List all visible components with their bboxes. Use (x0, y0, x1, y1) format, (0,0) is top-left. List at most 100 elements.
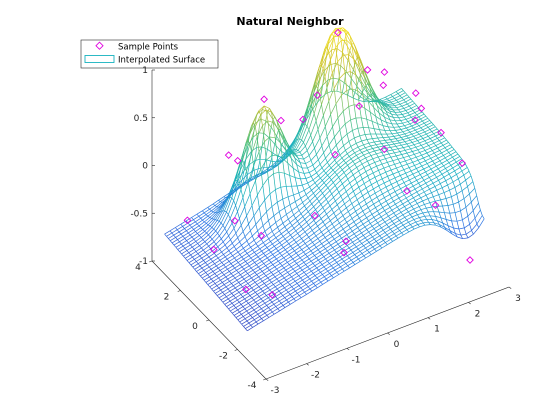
mesh-line (406, 152, 410, 157)
mesh-line (405, 160, 408, 165)
mesh-line (301, 125, 308, 141)
mesh-line (369, 180, 372, 185)
mesh-line (250, 311, 257, 316)
mesh-line (334, 238, 337, 242)
mesh-line (284, 157, 288, 160)
mesh-line (314, 244, 317, 248)
mesh-line (282, 236, 286, 240)
mesh-line (358, 187, 362, 192)
mesh-line (419, 150, 426, 153)
mesh-line (268, 160, 272, 168)
mesh-line (281, 144, 288, 152)
mesh-line (421, 152, 428, 156)
mesh-line (199, 265, 203, 269)
mesh-line (319, 126, 326, 139)
mesh-line (346, 218, 353, 223)
mesh-line (271, 291, 274, 295)
mesh-line (403, 155, 409, 158)
mesh-line (225, 283, 232, 288)
mesh-line (280, 283, 283, 286)
mesh-line (379, 158, 386, 161)
mesh-line (308, 155, 312, 161)
mesh-line (280, 269, 286, 274)
mesh-line (388, 98, 395, 101)
mesh-line (182, 226, 185, 229)
mesh-line (312, 273, 316, 276)
sample-point (313, 91, 322, 100)
mesh-line (371, 184, 374, 190)
mesh-line (408, 228, 415, 233)
mesh-line (463, 193, 470, 199)
mesh-line (291, 158, 297, 165)
mesh-line (405, 158, 411, 162)
mesh-line (272, 164, 275, 167)
mesh-line (302, 228, 306, 233)
mesh-line (265, 111, 269, 121)
mesh-line (282, 158, 285, 174)
mesh-line (304, 205, 307, 210)
mesh-line (266, 211, 269, 221)
mesh-line (214, 283, 218, 286)
mesh-line (444, 212, 447, 220)
mesh-line (291, 206, 298, 211)
mesh-line (407, 197, 414, 202)
mesh-line (382, 175, 388, 180)
mesh-line (249, 123, 256, 135)
mesh-line (248, 215, 255, 225)
mesh-line (313, 113, 317, 121)
mesh-line (296, 279, 303, 284)
mesh-line (360, 191, 363, 196)
mesh-line (303, 272, 307, 275)
mesh-line (320, 278, 327, 283)
mesh-line (299, 235, 302, 239)
mesh-line (247, 279, 254, 284)
mesh-line (379, 149, 382, 153)
mesh-line (261, 250, 264, 254)
mesh-line (280, 185, 287, 188)
mesh-line (219, 228, 226, 237)
mesh-line (433, 194, 439, 198)
mesh-line (373, 185, 379, 190)
mesh-line (460, 234, 463, 239)
mesh-line (332, 117, 339, 127)
y-tick-label: 4 (135, 263, 141, 273)
mesh-line (360, 71, 363, 75)
mesh-line (264, 105, 270, 109)
mesh-line (177, 239, 180, 243)
mesh-line (288, 228, 295, 233)
mesh-line (299, 219, 305, 225)
mesh-line (207, 203, 214, 208)
mesh-line (372, 236, 375, 240)
mesh-line (232, 275, 236, 279)
mesh-line (295, 213, 302, 219)
mesh-line (370, 230, 377, 235)
mesh-line (341, 258, 345, 262)
mesh-line (347, 252, 353, 256)
mesh-line (391, 181, 397, 185)
mesh-line (379, 99, 383, 102)
mesh-line (229, 271, 232, 274)
mesh-line (357, 210, 363, 216)
mesh-line (355, 207, 362, 212)
mesh-line (432, 160, 435, 164)
mesh-line (330, 162, 337, 169)
mesh-line (386, 197, 392, 202)
mesh-line (352, 227, 358, 232)
mesh-line (328, 136, 335, 146)
mesh-line (245, 267, 252, 272)
mesh-line (383, 180, 390, 184)
mesh-line (200, 272, 206, 277)
mesh-line (353, 203, 360, 208)
mesh-line (300, 226, 304, 230)
mesh-line (252, 160, 256, 171)
mesh-line (224, 200, 227, 204)
mesh-line (434, 150, 440, 154)
mesh-line (387, 200, 394, 205)
mesh-line (359, 230, 362, 234)
mesh-line (350, 146, 354, 151)
mesh-line (213, 290, 216, 294)
mesh-line (419, 160, 426, 164)
mesh-line (281, 229, 287, 235)
mesh-line (231, 312, 235, 316)
mesh-line (319, 138, 323, 147)
